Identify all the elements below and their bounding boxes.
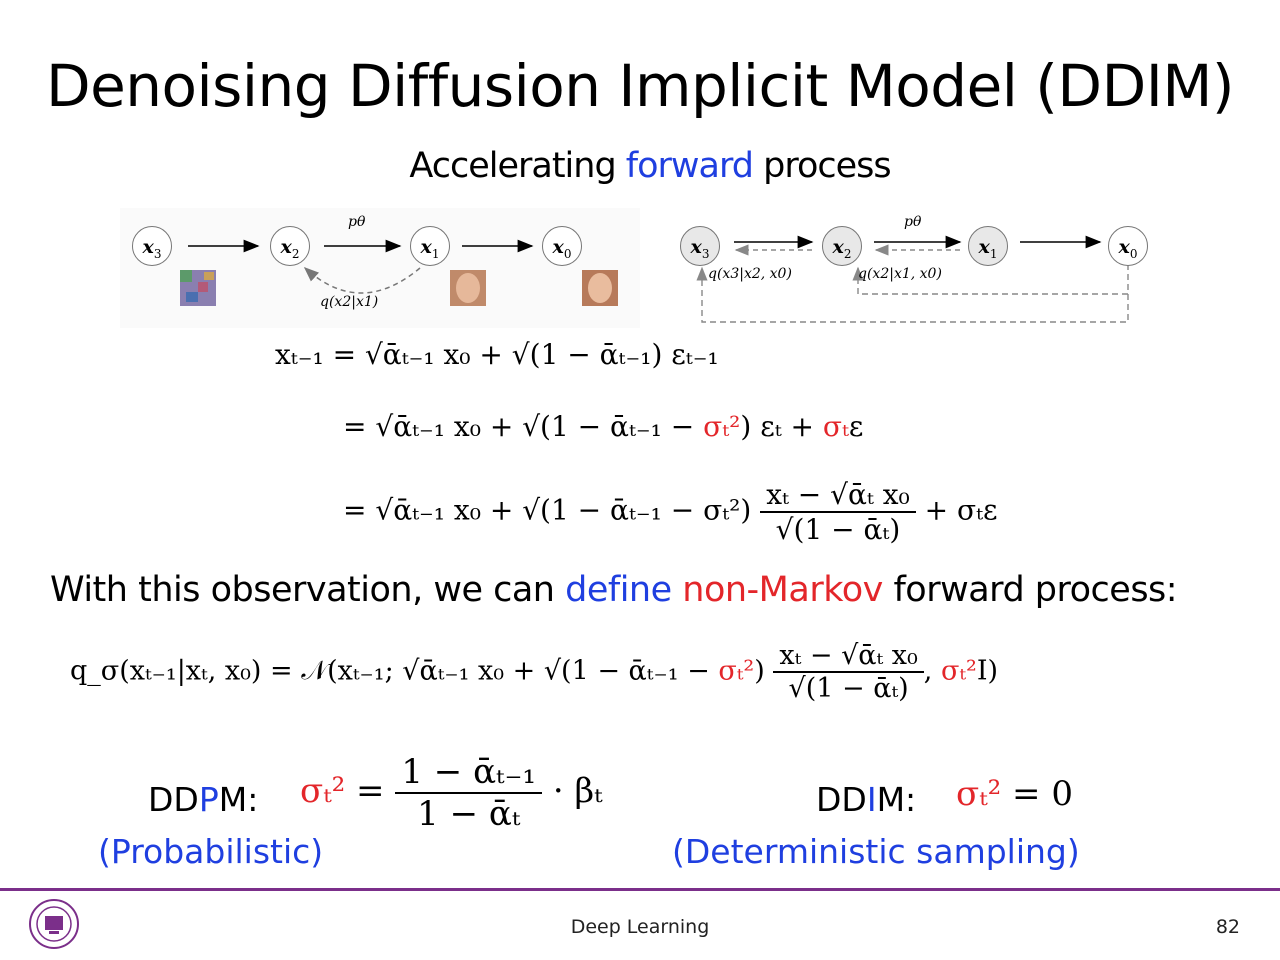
diagram-left: x3 x2 x1 x0 pθ q(x2|x1) bbox=[120, 208, 640, 328]
ddpm-beta: · βₜ bbox=[552, 771, 603, 811]
equation-2: = √ᾱₜ₋₁ x₀ + √(1 − ᾱₜ₋₁ − σₜ²) εₜ + σₜε bbox=[343, 410, 863, 443]
equation-2-epsilon: ε bbox=[848, 410, 864, 443]
ddim-equals-zero: = 0 bbox=[1012, 774, 1073, 814]
equation-2-sigma: σₜ bbox=[822, 410, 849, 443]
node-x2: x2 bbox=[270, 226, 310, 266]
label-q-x2-x1: q(x2|x1) bbox=[320, 294, 379, 310]
ddpm-label-a: DD bbox=[148, 780, 199, 819]
equation-3-denominator: √(1 − ᾱₜ) bbox=[775, 513, 901, 546]
q-sigma-equation: q_σ(xₜ₋₁|xₜ, x₀) = 𝒩(xₜ₋₁; √ᾱₜ₋₁ x₀ + √(… bbox=[70, 640, 998, 704]
label-q-x2: q(x2|x1, x0) bbox=[858, 266, 942, 282]
node-right-x2: x2 bbox=[822, 226, 862, 266]
node-x0: x0 bbox=[542, 226, 582, 266]
ddpm-sigma: σₜ² bbox=[300, 771, 346, 811]
page-number: 82 bbox=[1215, 916, 1240, 938]
sentence-part4: forward process: bbox=[882, 570, 1178, 610]
q-sigma-cov: σₜ² bbox=[940, 655, 977, 687]
face-image-x1 bbox=[450, 270, 486, 306]
sentence-define: define bbox=[565, 570, 672, 610]
ddpm-note: (Probabilistic) bbox=[98, 832, 324, 871]
node-x3: x3 bbox=[132, 226, 172, 266]
equation-2-part-b: ) εₜ + bbox=[740, 410, 823, 443]
q-sigma-variance: σₜ² bbox=[718, 655, 755, 687]
ddpm-fraction: 1 − ᾱₜ₋₁ 1 − ᾱₜ bbox=[395, 752, 543, 834]
ddim-sigma: σₜ² bbox=[956, 774, 1002, 814]
ddim-label-i: I bbox=[866, 780, 877, 819]
observation-sentence: With this observation, we can define non… bbox=[50, 570, 1178, 610]
q-sigma-tail1: , bbox=[923, 655, 941, 687]
label-right-p-theta: pθ bbox=[904, 214, 922, 230]
q-sigma-denominator: √(1 − ᾱₜ) bbox=[788, 673, 909, 704]
sentence-part1: With this observation, we can bbox=[50, 570, 566, 610]
subtitle-part3: process bbox=[753, 146, 891, 186]
equation-3-part-b: + σₜε bbox=[924, 493, 998, 527]
subtitle-part1: Accelerating bbox=[409, 146, 626, 186]
sentence-non-markov: non-Markov bbox=[671, 570, 883, 610]
university-logo bbox=[28, 898, 80, 950]
node-right-x0: x0 bbox=[1108, 226, 1148, 266]
ddim-label-a: DD bbox=[816, 780, 867, 819]
diagram-right-arrows bbox=[696, 235, 1129, 323]
equation-3-numerator: xₜ − √ᾱₜ x₀ bbox=[760, 478, 916, 513]
noise-image bbox=[180, 270, 216, 306]
ddim-label: DDIM: bbox=[816, 780, 916, 819]
q-sigma-fraction: xₜ − √ᾱₜ x₀ √(1 − ᾱₜ) bbox=[773, 640, 924, 704]
q-sigma-tail2: I) bbox=[976, 655, 999, 687]
q-sigma-lhs: q_σ(xₜ₋₁|xₜ, x₀) = 𝒩(xₜ₋₁; √ᾱₜ₋₁ x₀ + √(… bbox=[70, 655, 719, 687]
label-p-theta: pθ bbox=[348, 214, 366, 230]
ddpm-formula: σₜ² = 1 − ᾱₜ₋₁ 1 − ᾱₜ · βₜ bbox=[300, 752, 602, 834]
equation-3-part-a: = √ᾱₜ₋₁ x₀ + √(1 − ᾱₜ₋₁ − σₜ²) bbox=[343, 493, 752, 527]
footer-rule bbox=[0, 888, 1280, 891]
logo-seal-icon bbox=[29, 899, 79, 949]
equation-3-fraction: xₜ − √ᾱₜ x₀ √(1 − ᾱₜ) bbox=[760, 478, 916, 546]
label-q-x3: q(x3|x2, x0) bbox=[708, 266, 792, 282]
ddim-formula: σₜ² = 0 bbox=[956, 774, 1073, 814]
node-x1: x1 bbox=[410, 226, 450, 266]
node-right-x1: x1 bbox=[968, 226, 1008, 266]
ddpm-equals: = bbox=[356, 771, 385, 811]
subtitle-highlight: forward bbox=[625, 146, 754, 186]
ddpm-label: DDPM: bbox=[148, 780, 258, 819]
q-sigma-mid: ) bbox=[754, 655, 765, 687]
diagram-left-arrows bbox=[180, 239, 618, 306]
slide-title: Denoising Diffusion Implicit Model (DDIM… bbox=[45, 52, 1235, 120]
ddpm-label-p: P bbox=[198, 780, 219, 819]
q-sigma-numerator: xₜ − √ᾱₜ x₀ bbox=[773, 640, 924, 673]
face-image-x0 bbox=[582, 270, 618, 306]
ddpm-denominator: 1 − ᾱₜ bbox=[417, 794, 521, 834]
footer-course-title: Deep Learning bbox=[570, 916, 710, 938]
ddim-label-c: M: bbox=[876, 780, 917, 819]
equation-2-sigma-sq: σₜ² bbox=[703, 410, 741, 443]
node-right-x3: x3 bbox=[680, 226, 720, 266]
diagram-right: x3 x2 x1 x0 pθ q(x3|x2, x0) q(x2|x1, x0) bbox=[672, 208, 1162, 328]
ddpm-numerator: 1 − ᾱₜ₋₁ bbox=[395, 752, 543, 794]
equation-3: = √ᾱₜ₋₁ x₀ + √(1 − ᾱₜ₋₁ − σₜ²) xₜ − √ᾱₜ … bbox=[343, 478, 998, 546]
ddim-note: (Deterministic sampling) bbox=[672, 832, 1080, 871]
slide-subtitle: Accelerating forward process bbox=[0, 146, 1280, 186]
equation-1: xₜ₋₁ = √ᾱₜ₋₁ x₀ + √(1 − ᾱₜ₋₁) εₜ₋₁ bbox=[275, 338, 719, 371]
equation-2-part-a: = √ᾱₜ₋₁ x₀ + √(1 − ᾱₜ₋₁ − bbox=[343, 410, 704, 443]
ddpm-label-c: M: bbox=[218, 780, 259, 819]
